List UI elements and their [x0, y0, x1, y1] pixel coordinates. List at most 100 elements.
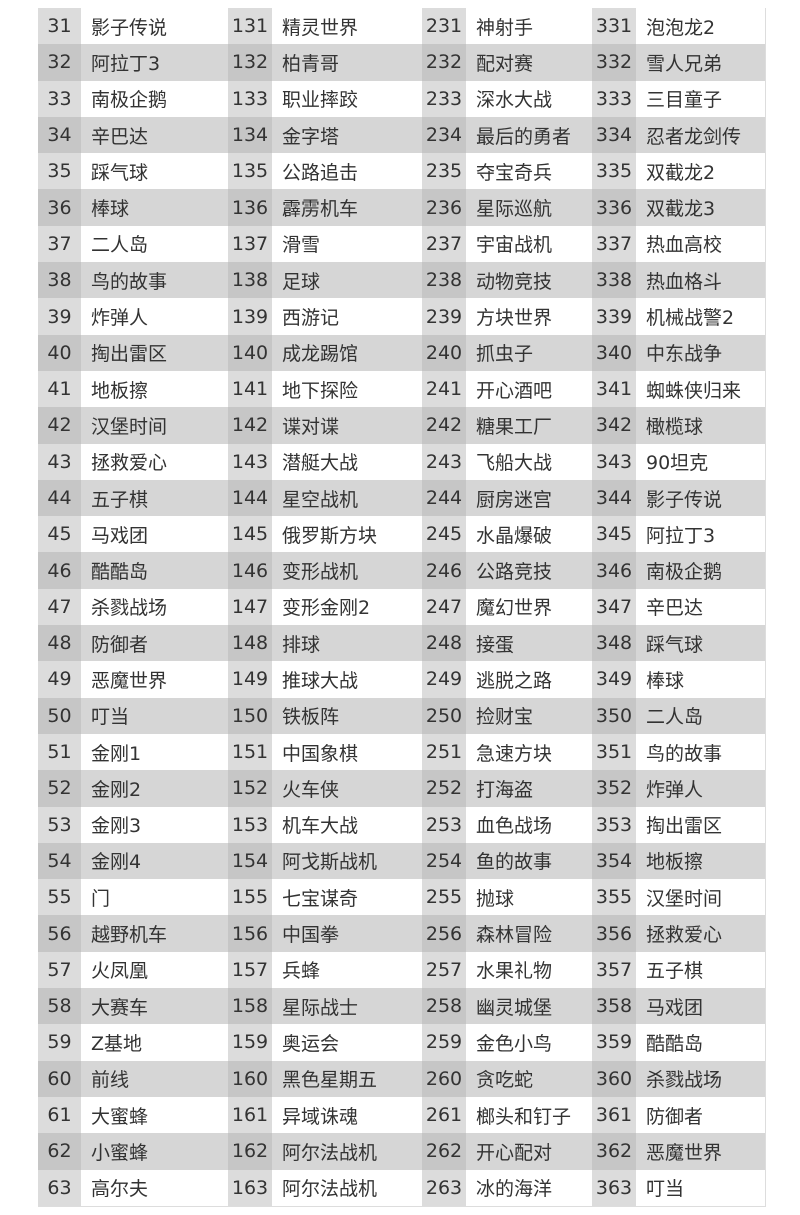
game-number: 54 [38, 842, 81, 880]
game-number: 155 [228, 879, 272, 916]
game-number: 260 [422, 1060, 466, 1097]
table-row: 40 掏出雷区 140 成龙踢馆 240 抓虫子 340 中东战争 [38, 334, 765, 371]
game-number: 344 [592, 479, 636, 517]
game-name: 二人岛 [91, 234, 149, 257]
game-number: 232 [422, 44, 466, 81]
game-name: 中国象棋 [282, 742, 359, 765]
game-number: 132 [228, 44, 272, 81]
game-name: 金刚4 [81, 842, 228, 880]
table-row: 44 五子棋 144 星空战机 244 厨房迷宫 344 影子传说 [38, 479, 765, 517]
game-number: 341 [592, 370, 636, 408]
game-number: 37 [38, 225, 81, 263]
game-number: 157 [228, 951, 272, 989]
game-number: 150 [228, 697, 272, 734]
game-name: 夺宝奇兵 [476, 161, 553, 184]
game-name: 阿尔法战机 [272, 1133, 422, 1170]
game-name: 霹雳机车 [272, 189, 422, 226]
table-row: 55 门 155 七宝谋奇 255 抛球 355 汉堡时间 [38, 879, 765, 916]
table-row: 34 辛巴达 134 金字塔 234 最后的勇者 334 忍者龙剑传 [38, 116, 765, 154]
game-number: 353 [592, 806, 636, 843]
game-number: 45 [38, 516, 81, 553]
game-number: 363 [592, 1169, 636, 1207]
game-number: 338 [592, 262, 636, 299]
game-number: 242 [422, 407, 466, 444]
game-number: 262 [422, 1133, 466, 1170]
game-name: 神射手 [476, 16, 534, 39]
game-name: 潜艇大战 [282, 452, 359, 475]
game-number: 239 [422, 298, 466, 335]
game-number: 361 [592, 1096, 636, 1134]
game-name: 金色小鸟 [476, 1032, 553, 1055]
game-number: 234 [422, 116, 466, 154]
table-row: 57 火凤凰 157 兵蜂 257 水果礼物 357 五子棋 [38, 951, 765, 989]
game-number: 40 [38, 334, 81, 371]
game-number: 35 [38, 153, 81, 190]
game-name: 变形战机 [272, 552, 422, 589]
game-name: 方块世界 [476, 307, 553, 330]
game-name: 阿尔法战机 [282, 1178, 378, 1201]
game-number: 258 [422, 988, 466, 1025]
game-name: 恶魔世界 [91, 669, 168, 692]
game-number: 246 [422, 552, 466, 589]
game-number: 241 [422, 370, 466, 408]
game-name: 推球大战 [282, 669, 359, 692]
game-number: 137 [228, 225, 272, 263]
game-name: 雪人兄弟 [636, 44, 765, 81]
game-number: 352 [592, 770, 636, 807]
game-number: 259 [422, 1024, 466, 1061]
game-number: 362 [592, 1133, 636, 1170]
game-name: 金刚3 [91, 815, 142, 838]
game-name: 影子传说 [636, 479, 765, 517]
game-number: 48 [38, 625, 81, 662]
game-name: 棒球 [646, 669, 685, 692]
game-name: 忍者龙剑传 [636, 116, 765, 154]
game-number: 233 [422, 80, 466, 117]
game-number: 148 [228, 625, 272, 662]
game-name: 鸟的故事 [81, 262, 228, 299]
game-name: 拯救爱心 [636, 915, 765, 952]
game-name: 越野机车 [81, 915, 228, 952]
game-number: 160 [228, 1060, 272, 1097]
game-number: 250 [422, 697, 466, 734]
game-name: 冰的海洋 [476, 1178, 553, 1201]
game-name: 大赛车 [81, 988, 228, 1025]
game-number: 144 [228, 479, 272, 517]
game-number: 243 [422, 443, 466, 480]
game-number: 248 [422, 625, 466, 662]
game-number: 163 [228, 1169, 272, 1207]
game-name: 热血格斗 [636, 262, 765, 299]
game-name: 抓虫子 [466, 334, 592, 371]
game-name: 星际战士 [272, 988, 422, 1025]
game-number: 345 [592, 516, 636, 553]
game-name: 飞船大战 [476, 452, 553, 475]
game-name: 泡泡龙2 [646, 16, 716, 39]
game-name: 热血高校 [646, 234, 723, 257]
game-number: 342 [592, 407, 636, 444]
game-number: 348 [592, 625, 636, 662]
game-number: 50 [38, 697, 81, 734]
table-row: 38 鸟的故事 138 足球 238 动物竞技 338 热血格斗 [38, 262, 765, 299]
game-number: 261 [422, 1096, 466, 1134]
game-number: 56 [38, 915, 81, 952]
table-row: 61 大蜜蜂 161 异域诛魂 261 榔头和钉子 361 防御者 [38, 1096, 765, 1134]
game-name: 杀戮战场 [91, 597, 168, 620]
game-name: Z基地 [91, 1032, 143, 1055]
game-number: 331 [592, 8, 636, 45]
game-number: 138 [228, 262, 272, 299]
game-number: 152 [228, 770, 272, 807]
game-name: 蜘蛛侠归来 [646, 379, 742, 402]
game-name: 滑雪 [282, 234, 321, 257]
game-number: 46 [38, 552, 81, 589]
game-list-table: 31 影子传说 131 精灵世界 231 神射手 331 泡泡龙2 32 阿拉丁3 132 柏青哥 23… [38, 8, 766, 1207]
game-name: 配对赛 [466, 44, 592, 81]
game-name: 叮当 [81, 697, 228, 734]
game-number: 44 [38, 479, 81, 517]
game-name: 汉堡时间 [81, 407, 228, 444]
game-name: 七宝谋奇 [282, 887, 359, 910]
table-row: 56 越野机车 156 中国拳 256 森林冒险 356 拯救爱心 [38, 915, 765, 952]
game-name: 南极企鹅 [636, 552, 765, 589]
game-name: 大蜜蜂 [91, 1105, 149, 1128]
game-number: 57 [38, 951, 81, 989]
game-name: 门 [91, 887, 111, 910]
game-number: 134 [228, 116, 272, 154]
